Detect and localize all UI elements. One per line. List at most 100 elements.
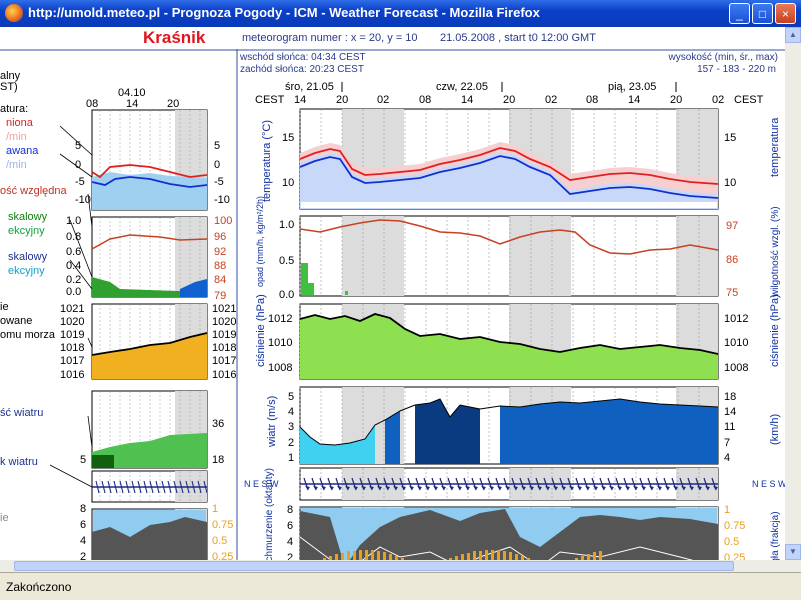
wind-arrow-head — [665, 486, 670, 490]
wind-arrow-head — [641, 486, 646, 490]
status-text: Zakończono — [6, 580, 72, 594]
left-pres-tick-right: 1020 — [212, 316, 236, 328]
left-label: k wiatru — [0, 456, 38, 468]
pressure-tick-left: 1008 — [268, 362, 292, 374]
wind-arrow-head — [545, 486, 550, 490]
wind-arrow-head — [705, 486, 710, 490]
left-label: niona — [6, 117, 34, 129]
wind-arrow — [95, 480, 100, 494]
left-pres-tick-right: 1016 — [212, 369, 236, 381]
wind-arrow — [167, 480, 172, 494]
left-temp-tick: 5 — [75, 140, 81, 152]
wind-arrow — [131, 480, 136, 494]
left-label: ie — [0, 512, 9, 524]
left-pres-tick: 1017 — [60, 355, 84, 367]
wind-arrow-head — [305, 486, 310, 490]
meteogram-header: Kraśnik meteorogram numer : x = 20, y = … — [0, 27, 785, 49]
left-cloud-area — [92, 517, 207, 572]
left-temp-line — [91, 164, 208, 179]
wind-tick-right: 18 — [724, 391, 736, 403]
status-bar: Zakończono — [0, 572, 801, 600]
scroll-thumb[interactable] — [14, 561, 734, 571]
wind-arrow — [203, 480, 208, 494]
left-hum-tick: 1.0 — [66, 215, 81, 227]
pressure-tick-left: 1012 — [268, 313, 292, 325]
left-wind-tick-right: 18 — [212, 454, 224, 466]
pressure-tick-right: 1010 — [724, 337, 748, 349]
close-button[interactable]: × — [775, 3, 796, 24]
left-cloud-tick: 6 — [80, 519, 86, 531]
horizontal-scrollbar[interactable] — [0, 560, 785, 572]
left-day-label: 04.10 — [118, 87, 146, 99]
wind-arrow-head — [505, 486, 510, 490]
wind-arrow-head — [409, 486, 414, 490]
left-pres-tick-right: 1021 — [212, 303, 236, 315]
left-cloud-tick: 4 — [80, 535, 86, 547]
compass-label-right: N E S W — [752, 479, 785, 489]
maximize-button[interactable]: □ — [752, 3, 773, 24]
left-label: awana — [6, 145, 39, 157]
fog-tick-right: 0.75 — [724, 520, 745, 532]
cloud-tick-left: 4 — [287, 536, 293, 548]
left-hour: 20 — [167, 98, 179, 110]
window-titlebar: http://umold.meteo.pl - Prognoza Pogody … — [0, 0, 801, 27]
night-band — [509, 216, 571, 296]
left-hum-tick: 0.6 — [66, 246, 81, 258]
left-pressure-area — [92, 333, 207, 379]
wind-arrow-head — [465, 486, 470, 490]
wind-arrow-head — [425, 486, 430, 490]
left-fog-tick-right: 1 — [212, 503, 218, 515]
left-cloud-tick: 2 — [80, 551, 86, 563]
wind-arrow-head — [473, 486, 478, 490]
hour-label: 14 — [628, 94, 640, 106]
left-wind-area-dark — [92, 455, 114, 468]
left-pres-tick: 1020 — [60, 316, 84, 328]
wind-arrow — [125, 480, 130, 494]
left-hum-tick-right: 88 — [214, 260, 226, 272]
precip-bar — [308, 283, 314, 295]
label-connector — [69, 219, 93, 278]
precip-tick: 1.0 — [279, 219, 294, 231]
precip-tick: 0.0 — [279, 289, 294, 301]
minimize-button[interactable]: _ — [729, 3, 750, 24]
left-wind-tick: 5 — [80, 454, 86, 466]
hour-label: 14 — [294, 94, 306, 106]
wind-arrow — [107, 480, 112, 494]
night-band — [676, 216, 718, 296]
wind-arrow-head — [609, 486, 614, 490]
wind-arrow-head — [569, 486, 574, 490]
sunset-text: zachód słońca: 20:23 CEST — [240, 64, 364, 75]
left-hum-tick: 0.0 — [66, 286, 81, 298]
precipitation-panel: 1.0 0.5 0.0 97 86 75 opad (mm/h, kg/m²/2h) wilg… — [255, 196, 781, 301]
scroll-down-icon[interactable]: ▼ — [785, 544, 801, 560]
humidity-tick: 75 — [726, 287, 738, 299]
precip-axis-label: opad (mm/h, kg/m²/2h) — [255, 196, 265, 287]
hour-label: 20 — [503, 94, 515, 106]
wind-arrow-head — [633, 486, 638, 490]
wind-arrow-head — [481, 486, 486, 490]
wind-arrow-head — [497, 486, 502, 490]
scroll-up-icon[interactable]: ▲ — [785, 27, 801, 43]
left-pres-tick: 1018 — [60, 342, 84, 354]
tz-label-left: CEST — [255, 94, 285, 106]
wind-panel: 5 4 3 2 1 18 14 11 7 4 wiatr (m/s) (km/h) — [266, 386, 781, 465]
wind-tick-right: 14 — [724, 406, 736, 418]
wind-tick-left: 4 — [288, 406, 294, 418]
cloud-tick-left: 8 — [287, 504, 293, 516]
cloud-axis-label: zachmurzenie (oktanty) — [264, 468, 275, 572]
hour-label: 08 — [586, 94, 598, 106]
city-name: Kraśnik — [143, 28, 206, 47]
hour-label: 02 — [545, 94, 557, 106]
left-wind-tick-right: 36 — [212, 418, 224, 430]
left-label: skalowy — [8, 211, 48, 223]
wind-arrow — [113, 480, 118, 494]
left-label: atura: — [0, 103, 28, 115]
vertical-scrollbar[interactable]: ▲ ▼ — [785, 27, 801, 572]
wind-arrow-head — [689, 486, 694, 490]
wind-arrow-head — [321, 486, 326, 490]
wind-arrow-head — [617, 486, 622, 490]
wind-arrow-head — [657, 486, 662, 490]
cloud-panel: 8642010.750.50.250zachmurzenie (oktanty)… — [264, 468, 781, 572]
wind-arrow-head — [681, 486, 686, 490]
